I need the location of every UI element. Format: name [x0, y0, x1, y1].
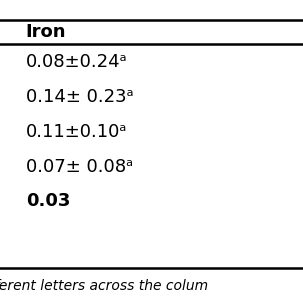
- Text: 0.08±0.24ᵃ: 0.08±0.24ᵃ: [26, 53, 127, 71]
- Text: Iron: Iron: [26, 23, 66, 41]
- Text: ƒerent letters across the colum: ƒerent letters across the colum: [0, 279, 208, 293]
- Text: 0.11±0.10ᵃ: 0.11±0.10ᵃ: [26, 123, 127, 141]
- Text: 0.03: 0.03: [26, 192, 70, 211]
- Text: 0.07± 0.08ᵃ: 0.07± 0.08ᵃ: [26, 158, 133, 176]
- Text: 0.14± 0.23ᵃ: 0.14± 0.23ᵃ: [26, 88, 133, 106]
